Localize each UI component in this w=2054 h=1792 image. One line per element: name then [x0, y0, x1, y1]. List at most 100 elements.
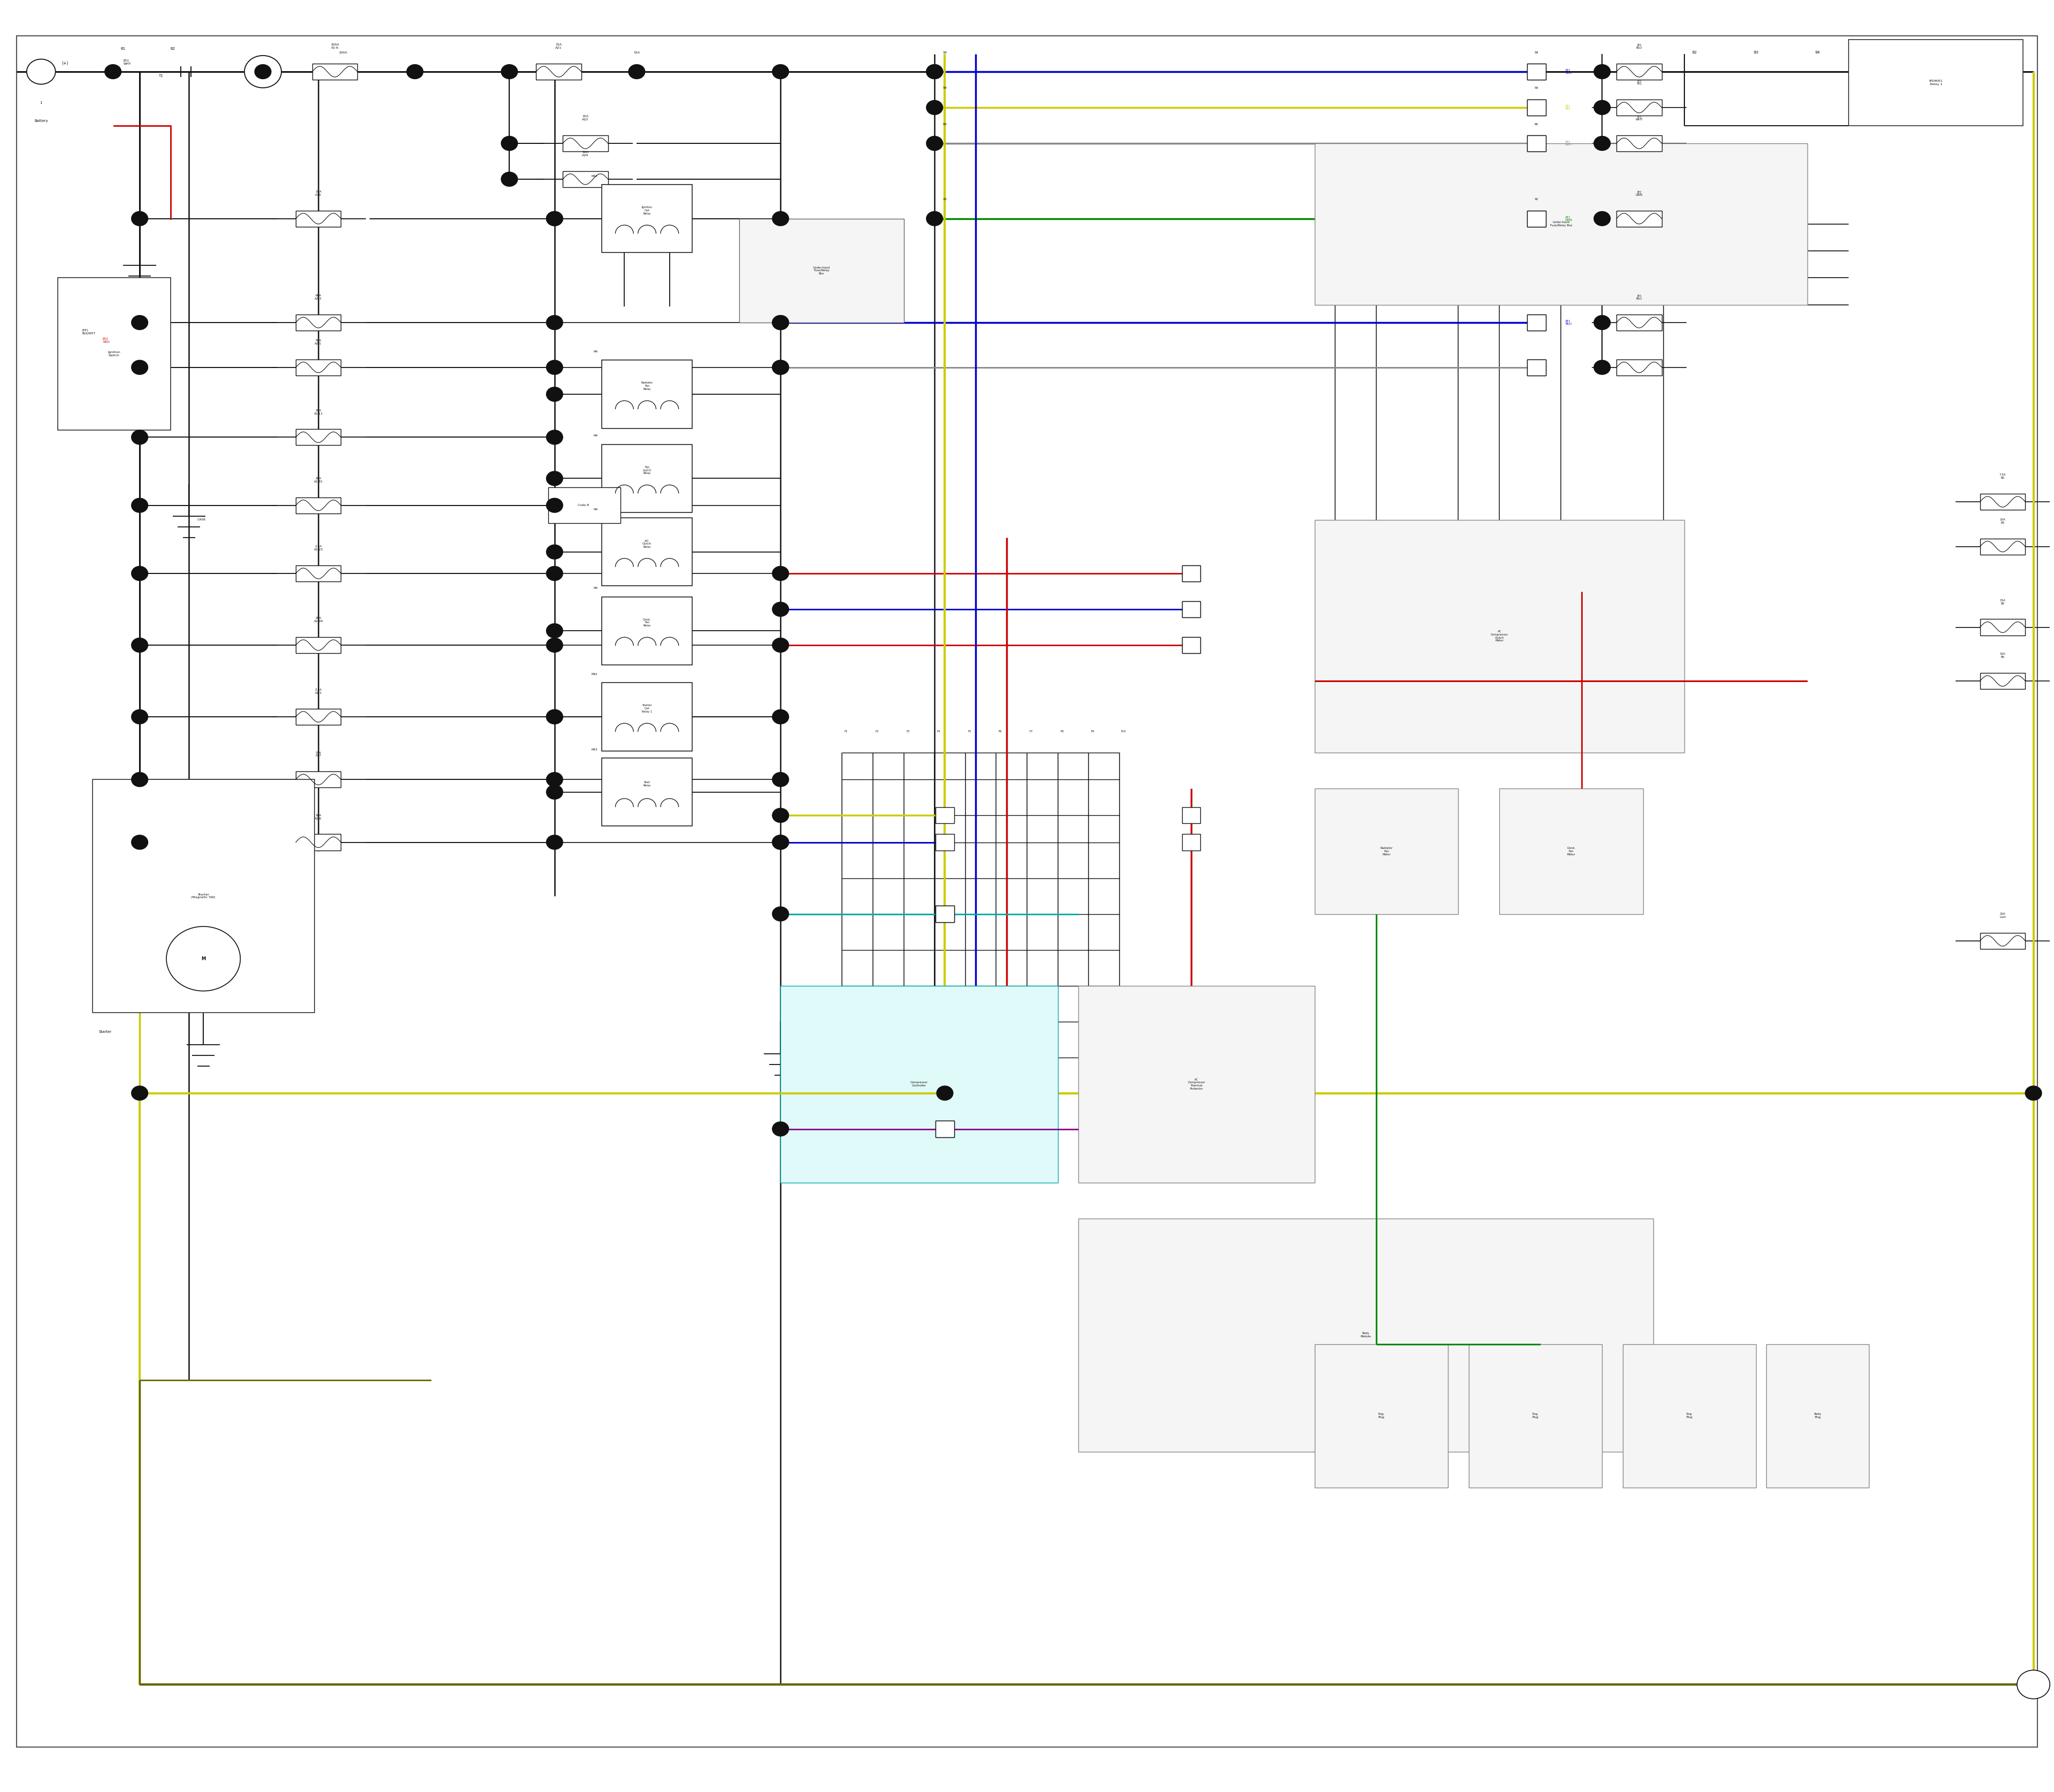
Text: 10A
B3: 10A B3 [2001, 518, 2005, 525]
Text: 7.5A
B2: 7.5A B2 [1999, 473, 2007, 480]
Text: 2.5A
A1-1: 2.5A A1-1 [314, 688, 322, 694]
Text: Eng.
Plug: Eng. Plug [1686, 1412, 1692, 1419]
Circle shape [772, 602, 789, 616]
Text: 1: 1 [39, 102, 43, 104]
Text: M43: M43 [592, 749, 598, 751]
Circle shape [772, 211, 789, 226]
Text: Code B: Code B [577, 504, 589, 507]
Text: 42: 42 [1534, 199, 1538, 201]
Circle shape [131, 211, 148, 226]
Circle shape [772, 835, 789, 849]
Text: M4: M4 [594, 588, 598, 590]
Circle shape [244, 56, 281, 88]
Circle shape [772, 638, 789, 652]
Bar [296, 833, 341, 849]
Bar [1526, 210, 1545, 226]
Bar [1469, 1344, 1602, 1487]
Circle shape [772, 315, 789, 330]
Text: Ignition
Coil
Relay: Ignition Coil Relay [641, 206, 653, 215]
Text: F2: F2 [875, 731, 879, 733]
Bar [1623, 1344, 1756, 1487]
Bar [1315, 788, 1458, 914]
Circle shape [926, 100, 943, 115]
Circle shape [131, 498, 148, 513]
Text: M4: M4 [594, 435, 598, 437]
Bar [1616, 63, 1662, 79]
Bar [781, 986, 1058, 1183]
Circle shape [629, 65, 645, 79]
Bar [1315, 520, 1684, 753]
Text: B3: B3 [1754, 50, 1758, 54]
Bar [937, 833, 953, 849]
Text: 15A
A21: 15A A21 [555, 43, 563, 50]
Bar [937, 1122, 953, 1138]
Text: 59: 59 [1534, 88, 1538, 90]
Text: Ignition
Switch: Ignition Switch [107, 351, 121, 357]
Bar [296, 358, 341, 375]
Bar [1526, 63, 1545, 79]
Circle shape [772, 710, 789, 724]
Bar [1315, 1344, 1448, 1487]
Text: 2.5A
A2-25: 2.5A A2-25 [314, 545, 322, 552]
Circle shape [2017, 1670, 2050, 1699]
Bar [602, 444, 692, 513]
Bar [1183, 600, 1200, 616]
Bar [1980, 538, 2025, 554]
Circle shape [546, 710, 563, 724]
Circle shape [27, 59, 55, 84]
Bar [296, 564, 341, 581]
Text: [E]
BLU: [E] BLU [1565, 319, 1571, 326]
Bar [296, 708, 341, 724]
Bar [1526, 314, 1545, 330]
Text: Starter
(Magnetic SW): Starter (Magnetic SW) [191, 892, 216, 900]
Circle shape [131, 430, 148, 444]
Circle shape [131, 835, 148, 849]
Bar [1526, 99, 1545, 115]
Circle shape [937, 1086, 953, 1100]
Bar [536, 63, 581, 79]
Text: 20A
A2-11: 20A A2-11 [314, 409, 322, 416]
Text: 50A
A2-1: 50A A2-1 [314, 339, 322, 344]
Bar [1980, 493, 2025, 509]
Bar [548, 487, 620, 523]
Circle shape [131, 1086, 148, 1100]
Bar [602, 360, 692, 428]
Bar [1526, 134, 1545, 151]
Text: B2: B2 [170, 47, 175, 50]
Text: F9: F9 [1091, 731, 1095, 733]
Text: [E]
BLU: [E] BLU [1565, 68, 1571, 75]
Text: Sta2
Relay: Sta2 Relay [643, 781, 651, 787]
Bar [937, 907, 953, 921]
Circle shape [166, 926, 240, 991]
Circle shape [926, 65, 943, 79]
Text: M42: M42 [592, 674, 598, 676]
Text: Radiator
Fan
Motor: Radiator Fan Motor [1380, 848, 1393, 855]
Circle shape [546, 430, 563, 444]
Circle shape [1594, 100, 1610, 115]
Circle shape [501, 65, 518, 79]
Text: B4: B4 [1816, 50, 1820, 54]
Text: M4: M4 [594, 509, 598, 511]
Circle shape [546, 785, 563, 799]
Text: 60: 60 [1534, 124, 1538, 125]
Bar [739, 219, 904, 323]
Circle shape [546, 498, 563, 513]
Bar [602, 518, 692, 586]
Text: 100A: 100A [339, 52, 347, 54]
Circle shape [772, 772, 789, 787]
Text: Body
Module: Body Module [1360, 1331, 1372, 1339]
Text: 15A
B2: 15A B2 [2001, 599, 2005, 606]
Text: F4: F4 [937, 731, 941, 733]
Text: M4: M4 [594, 351, 598, 353]
Bar [1183, 636, 1200, 652]
Bar [1183, 636, 1200, 652]
Bar [1526, 63, 1545, 79]
Text: Eng.
Plug: Eng. Plug [1532, 1412, 1538, 1419]
Text: B2: B2 [1692, 50, 1697, 54]
Text: [EE]
BLK/WHT: [EE] BLK/WHT [82, 328, 94, 335]
Circle shape [546, 315, 563, 330]
Bar [1183, 833, 1200, 849]
Text: [E]
YEL: [E] YEL [1565, 104, 1571, 111]
Circle shape [772, 315, 789, 330]
Text: T1: T1 [158, 75, 162, 77]
